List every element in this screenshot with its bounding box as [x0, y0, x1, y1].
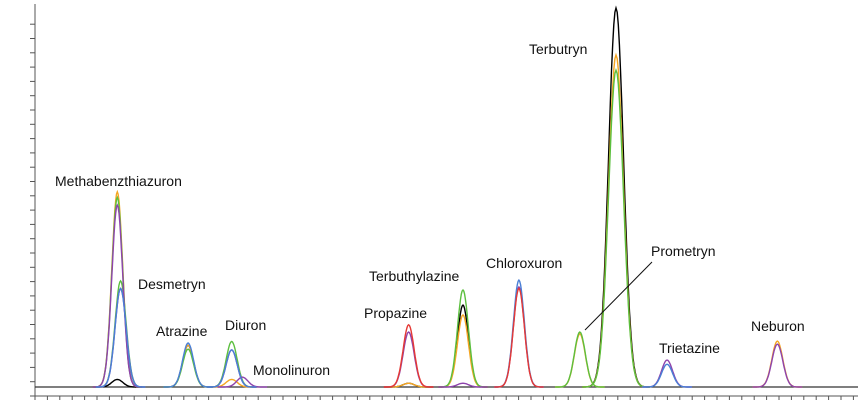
- peak: [582, 5, 650, 388]
- peak: [438, 304, 488, 388]
- peak: [95, 279, 146, 388]
- peak: [92, 189, 143, 388]
- peak: [494, 278, 544, 388]
- peak: [217, 376, 268, 388]
- peak: [206, 340, 257, 388]
- peak: [752, 343, 803, 388]
- peak: [438, 382, 488, 388]
- peak: [582, 67, 650, 388]
- peak: [438, 314, 488, 388]
- peak-label: Trietazine: [659, 340, 720, 356]
- ticks: [30, 23, 854, 400]
- peak: [95, 287, 146, 388]
- peak: [582, 52, 650, 388]
- peak-label: Prometryn: [651, 243, 716, 259]
- peak: [494, 285, 544, 388]
- peak-label: Terbutryn: [529, 41, 587, 57]
- peak: [383, 331, 434, 388]
- peak: [642, 363, 692, 388]
- traces: [92, 5, 803, 388]
- peak-label: Atrazine: [156, 323, 208, 339]
- peak-label: Monolinuron: [253, 362, 330, 378]
- peak-label: Diuron: [225, 317, 266, 333]
- peak: [555, 333, 605, 388]
- peak-label: Propazine: [364, 305, 427, 321]
- peak: [494, 287, 544, 388]
- peak: [163, 348, 213, 388]
- peak-label: Chloroxuron: [486, 255, 562, 271]
- peak: [206, 349, 257, 388]
- leader-line: [584, 261, 653, 331]
- peak: [95, 287, 146, 388]
- peak: [163, 344, 213, 388]
- peak: [163, 342, 213, 388]
- peak-label: Methabenzthiazuron: [55, 173, 182, 189]
- peak-labels: Methabenzthiazuron Desmetryn Atrazine Diuro…: [55, 41, 805, 378]
- peak: [438, 288, 488, 388]
- peak-label: Desmetryn: [138, 276, 206, 292]
- peak: [383, 323, 434, 388]
- peak-label: Terbuthylazine: [369, 268, 459, 284]
- peak: [555, 331, 605, 388]
- peak: [92, 203, 143, 388]
- peak: [752, 340, 803, 388]
- peak-label: Neburon: [751, 318, 805, 334]
- peak: [163, 344, 213, 388]
